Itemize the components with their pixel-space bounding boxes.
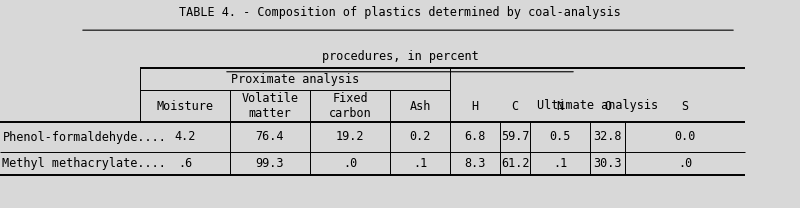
Text: 30.3: 30.3 [594, 157, 622, 170]
Text: Ultimate analysis: Ultimate analysis [537, 99, 658, 113]
Text: 8.3: 8.3 [464, 157, 486, 170]
Text: Moisture: Moisture [157, 99, 214, 113]
Text: 61.2: 61.2 [501, 157, 530, 170]
Text: H: H [471, 99, 478, 113]
Text: 59.7: 59.7 [501, 130, 530, 144]
Text: S: S [682, 99, 689, 113]
Text: 6.8: 6.8 [464, 130, 486, 144]
Text: 0.5: 0.5 [550, 130, 570, 144]
Text: Methyl methacrylate....: Methyl methacrylate.... [2, 157, 166, 170]
Text: Proximate analysis: Proximate analysis [231, 73, 359, 85]
Text: Phenol-formaldehyde....: Phenol-formaldehyde.... [2, 130, 166, 144]
Text: N: N [557, 99, 563, 113]
Text: 99.3: 99.3 [256, 157, 284, 170]
Text: Ash: Ash [410, 99, 430, 113]
Text: 4.2: 4.2 [174, 130, 196, 144]
Text: TABLE 4. - Composition of plastics determined by coal-analysis: TABLE 4. - Composition of plastics deter… [179, 6, 621, 19]
Text: Volatile
matter: Volatile matter [242, 92, 298, 120]
Text: procedures, in percent: procedures, in percent [322, 50, 478, 63]
Text: .0: .0 [678, 157, 692, 170]
Text: .1: .1 [553, 157, 567, 170]
Text: 0.2: 0.2 [410, 130, 430, 144]
Text: O: O [604, 99, 611, 113]
Text: 19.2: 19.2 [336, 130, 364, 144]
Text: 76.4: 76.4 [256, 130, 284, 144]
Text: .0: .0 [343, 157, 357, 170]
Text: .1: .1 [413, 157, 427, 170]
Text: 32.8: 32.8 [594, 130, 622, 144]
Text: 0.0: 0.0 [674, 130, 696, 144]
Text: Fixed
carbon: Fixed carbon [329, 92, 371, 120]
Text: C: C [511, 99, 518, 113]
Text: .6: .6 [178, 157, 192, 170]
